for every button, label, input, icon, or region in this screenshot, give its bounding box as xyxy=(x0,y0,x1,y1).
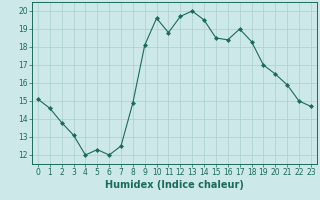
X-axis label: Humidex (Indice chaleur): Humidex (Indice chaleur) xyxy=(105,180,244,190)
